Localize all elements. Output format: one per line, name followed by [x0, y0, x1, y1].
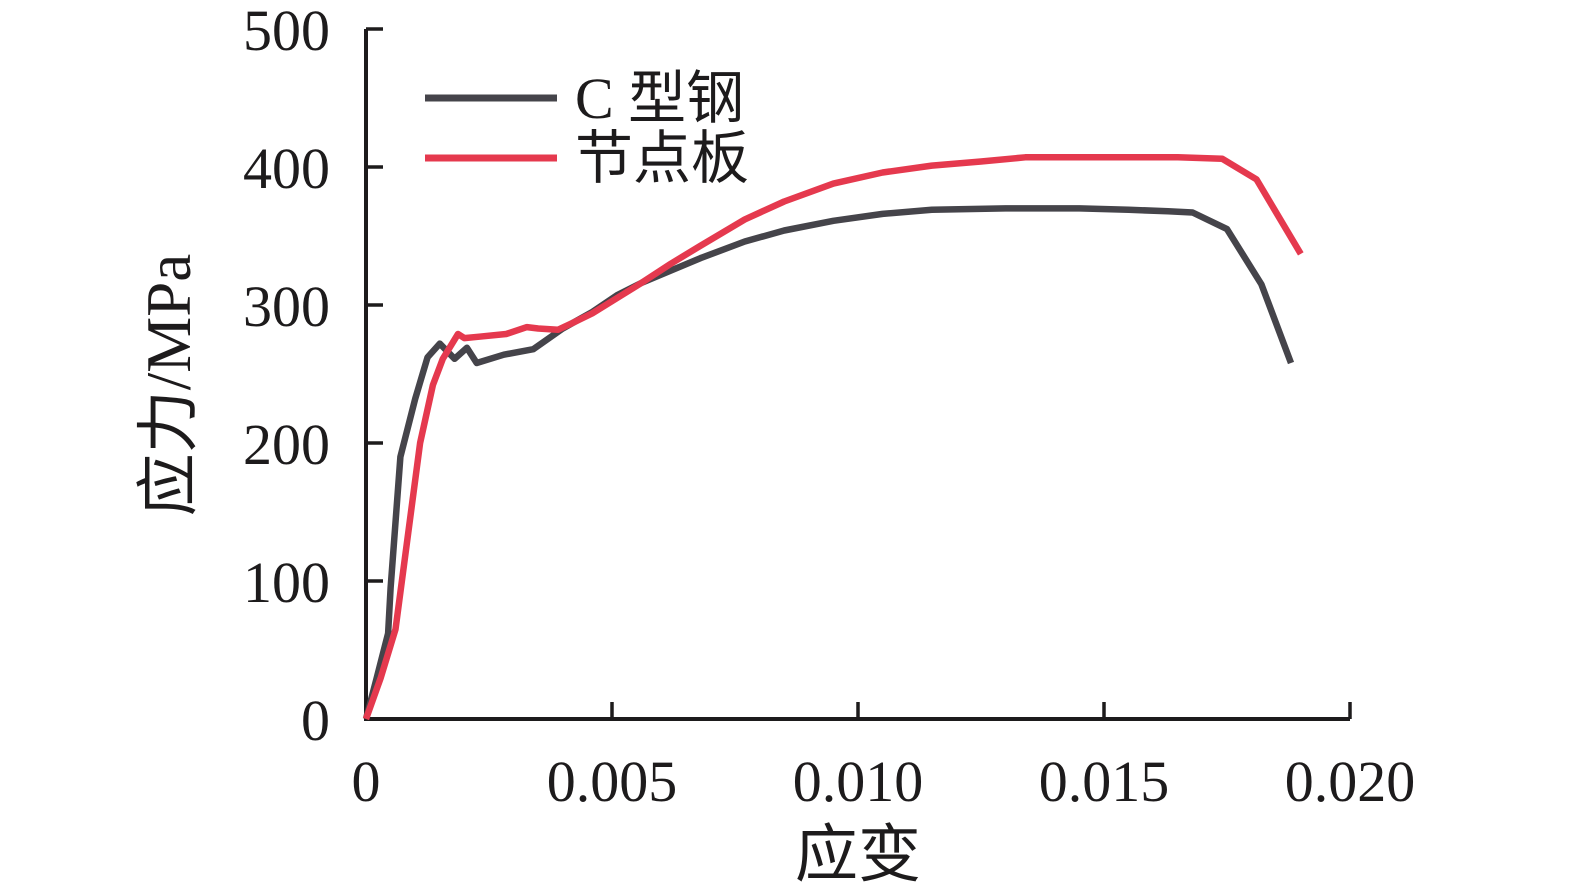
y-axis-title: 应力/MPa — [134, 254, 204, 517]
x-tick-label: 0.020 — [1285, 749, 1416, 814]
legend-label-1: 节点板 — [575, 126, 749, 191]
series-line-0 — [362, 205, 1295, 720]
x-tick-label: 0.010 — [793, 749, 924, 814]
x-tick-label: 0 — [352, 749, 381, 814]
y-tick-label: 500 — [243, 0, 330, 63]
axis-lines — [364, 29, 1350, 721]
series-line-1 — [362, 154, 1304, 721]
y-tick-label: 400 — [243, 136, 330, 201]
x-tick-label: 0.005 — [547, 749, 678, 814]
series-group — [362, 154, 1304, 721]
y-tick-label: 300 — [243, 274, 330, 339]
y-tick-label: 200 — [243, 412, 330, 477]
axes-group: 0 100 200 300 400 500 0 0.005 0.010 0.015 0.020 — [243, 0, 1415, 814]
x-axis-title: 应变 — [795, 820, 921, 888]
legend-label-0: C 型钢 — [575, 66, 744, 131]
y-tick-label: 0 — [301, 688, 330, 753]
x-tick-label: 0.015 — [1039, 749, 1170, 814]
y-tick-label: 100 — [243, 550, 330, 615]
